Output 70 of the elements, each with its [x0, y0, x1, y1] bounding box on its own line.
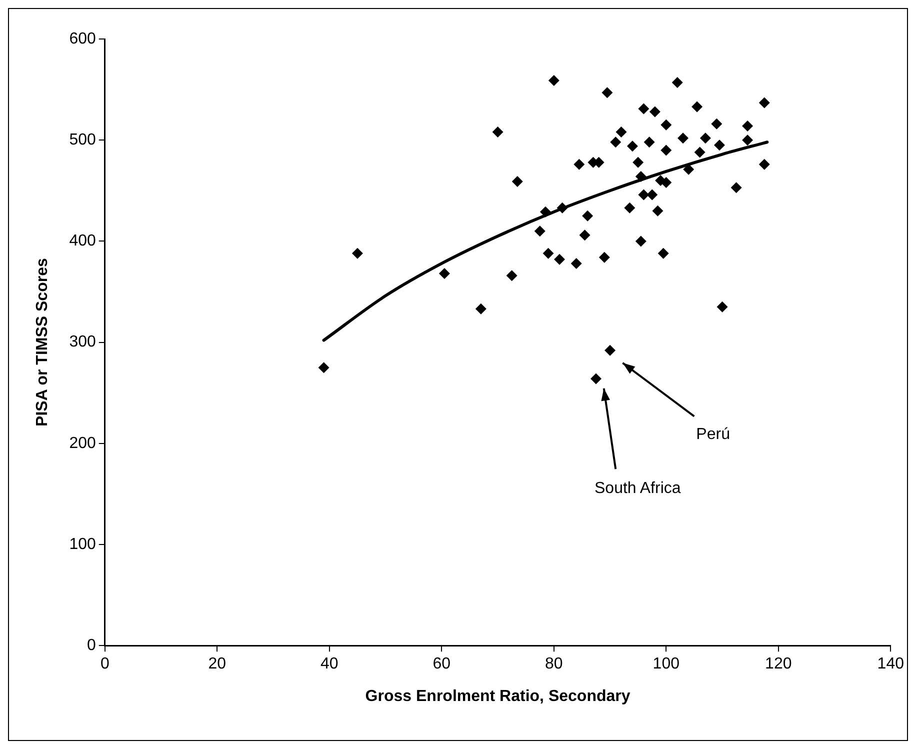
point [624, 202, 636, 214]
point [758, 158, 770, 170]
point [492, 126, 504, 138]
y-tick-label: 300 [69, 334, 96, 351]
x-tick-label: 120 [765, 656, 792, 673]
point [638, 103, 650, 114]
point [582, 210, 594, 222]
y-tick-label: 600 [69, 30, 96, 48]
y-axis-title: PISA or TIMSS Scores [34, 258, 52, 426]
x-tick-label: 140 [877, 656, 904, 673]
y-tick-label: 500 [69, 132, 96, 149]
point [475, 303, 486, 314]
point [742, 120, 754, 132]
point [506, 270, 518, 282]
point [694, 146, 706, 158]
point [554, 254, 566, 265]
point [598, 252, 610, 263]
x-tick-label: 60 [432, 656, 451, 673]
point [716, 301, 728, 312]
point [635, 236, 646, 247]
point [658, 248, 669, 259]
point [352, 248, 363, 259]
point [574, 158, 585, 170]
x-tick-label: 20 [208, 656, 226, 673]
point [626, 140, 638, 152]
point [512, 176, 523, 188]
point [542, 248, 554, 259]
point [730, 182, 742, 194]
point [632, 156, 644, 168]
x-tick-label: 0 [100, 656, 110, 673]
point [660, 119, 672, 130]
point [556, 202, 568, 214]
point [742, 134, 754, 146]
point [590, 373, 602, 384]
x-tick-label: 80 [545, 656, 563, 673]
point [652, 205, 664, 216]
x-tick-label: 40 [320, 656, 338, 673]
y-tick-label: 100 [69, 536, 96, 553]
point [660, 144, 672, 156]
point [711, 118, 722, 130]
point [616, 126, 627, 138]
point [579, 230, 590, 241]
point [644, 136, 655, 148]
point [638, 189, 650, 200]
point [534, 226, 546, 237]
annotation: Perú [696, 426, 730, 443]
y-tick-label: 0 [86, 637, 96, 654]
point [700, 132, 711, 144]
point [602, 87, 613, 98]
point [692, 101, 703, 112]
point [570, 258, 582, 269]
point [540, 206, 551, 218]
point [672, 76, 683, 88]
point [714, 140, 725, 151]
point [677, 132, 688, 144]
point [758, 97, 770, 108]
point [649, 106, 660, 118]
annotation: South Africa [594, 480, 681, 497]
point [635, 170, 646, 182]
point [548, 74, 560, 86]
point [438, 268, 450, 280]
y-tick-label: 200 [69, 434, 96, 452]
point [646, 189, 658, 200]
x-tick-label: 100 [652, 656, 680, 673]
y-tick-label: 400 [69, 232, 96, 250]
x-axis-title: Gross Enrolment Ratio, Secondary [365, 688, 630, 705]
point [318, 362, 330, 374]
point [610, 136, 622, 148]
point [660, 177, 672, 188]
point [604, 344, 616, 356]
